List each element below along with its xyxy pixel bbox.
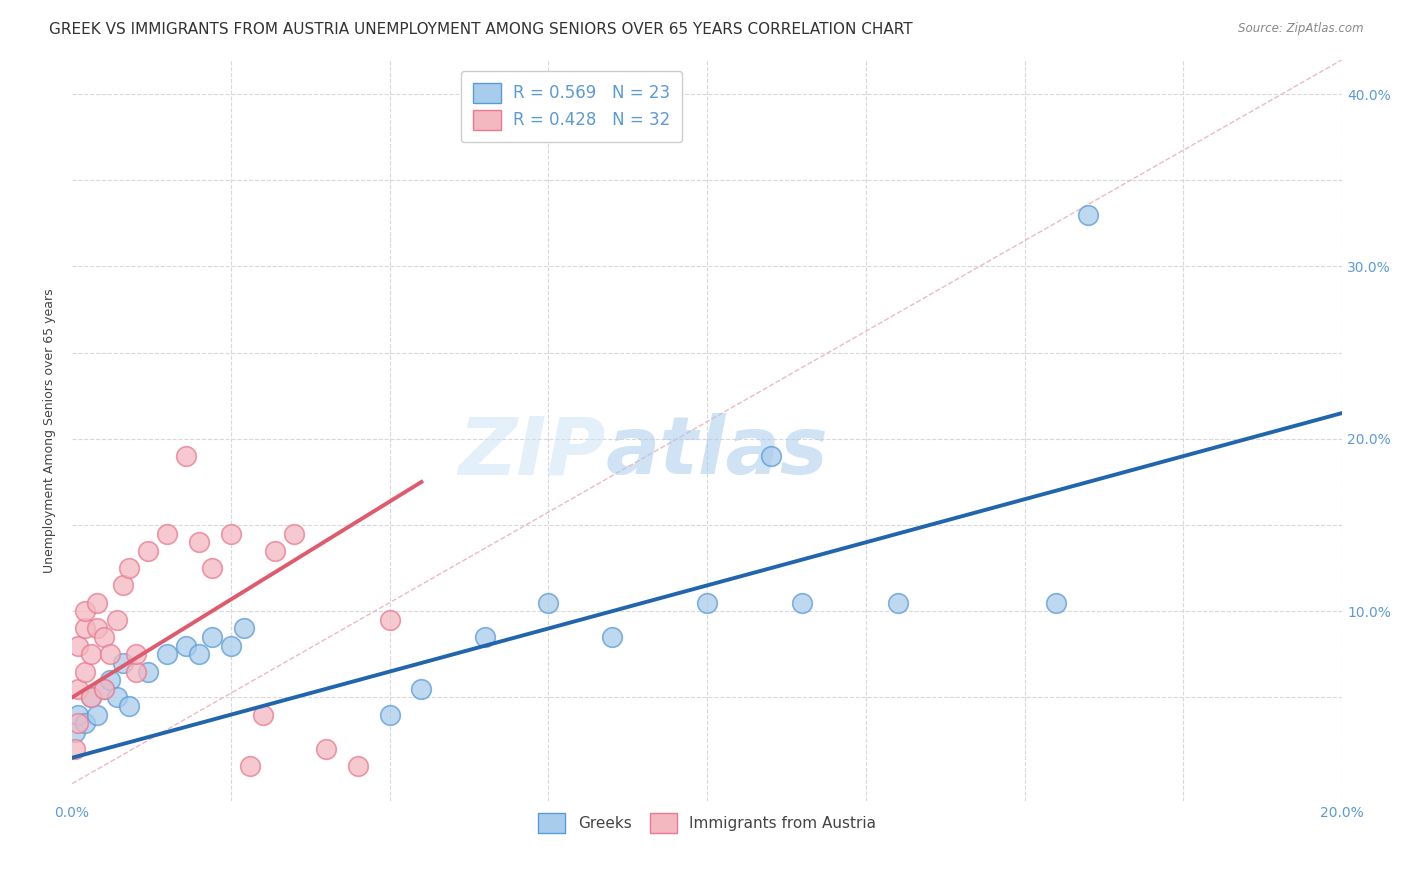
Text: atlas: atlas — [606, 414, 828, 491]
Point — [93, 681, 115, 696]
Point — [252, 707, 274, 722]
Point — [600, 630, 623, 644]
Point — [156, 648, 179, 662]
Point — [73, 604, 96, 618]
Point — [156, 526, 179, 541]
Point — [201, 630, 224, 644]
Point — [80, 690, 103, 705]
Point — [80, 690, 103, 705]
Point — [105, 690, 128, 705]
Point — [124, 665, 146, 679]
Point — [474, 630, 496, 644]
Point — [188, 535, 211, 549]
Point — [1077, 208, 1099, 222]
Point — [86, 622, 108, 636]
Point — [283, 526, 305, 541]
Text: GREEK VS IMMIGRANTS FROM AUSTRIA UNEMPLOYMENT AMONG SENIORS OVER 65 YEARS CORREL: GREEK VS IMMIGRANTS FROM AUSTRIA UNEMPLO… — [49, 22, 912, 37]
Point — [886, 596, 908, 610]
Point — [124, 648, 146, 662]
Point — [80, 648, 103, 662]
Point — [347, 759, 370, 773]
Point — [188, 648, 211, 662]
Point — [118, 699, 141, 714]
Point — [176, 449, 198, 463]
Point — [73, 665, 96, 679]
Point — [232, 622, 254, 636]
Point — [98, 648, 121, 662]
Point — [67, 707, 90, 722]
Point — [65, 725, 87, 739]
Point — [136, 665, 159, 679]
Point — [67, 639, 90, 653]
Point — [537, 596, 560, 610]
Point — [176, 639, 198, 653]
Point — [239, 759, 262, 773]
Point — [98, 673, 121, 688]
Point — [93, 681, 115, 696]
Point — [65, 742, 87, 756]
Point — [136, 544, 159, 558]
Point — [86, 707, 108, 722]
Point — [696, 596, 718, 610]
Point — [219, 526, 242, 541]
Point — [759, 449, 782, 463]
Point — [111, 656, 134, 670]
Point — [86, 596, 108, 610]
Point — [73, 716, 96, 731]
Point — [792, 596, 814, 610]
Text: Source: ZipAtlas.com: Source: ZipAtlas.com — [1239, 22, 1364, 36]
Y-axis label: Unemployment Among Seniors over 65 years: Unemployment Among Seniors over 65 years — [44, 288, 56, 573]
Point — [264, 544, 287, 558]
Point — [105, 613, 128, 627]
Point — [378, 613, 401, 627]
Point — [67, 716, 90, 731]
Text: ZIP: ZIP — [458, 414, 606, 491]
Point — [1045, 596, 1067, 610]
Point — [118, 561, 141, 575]
Point — [201, 561, 224, 575]
Point — [93, 630, 115, 644]
Point — [378, 707, 401, 722]
Point — [111, 578, 134, 592]
Legend: Greeks, Immigrants from Austria: Greeks, Immigrants from Austria — [526, 801, 889, 845]
Point — [411, 681, 433, 696]
Point — [219, 639, 242, 653]
Point — [315, 742, 337, 756]
Point — [67, 681, 90, 696]
Point — [73, 622, 96, 636]
